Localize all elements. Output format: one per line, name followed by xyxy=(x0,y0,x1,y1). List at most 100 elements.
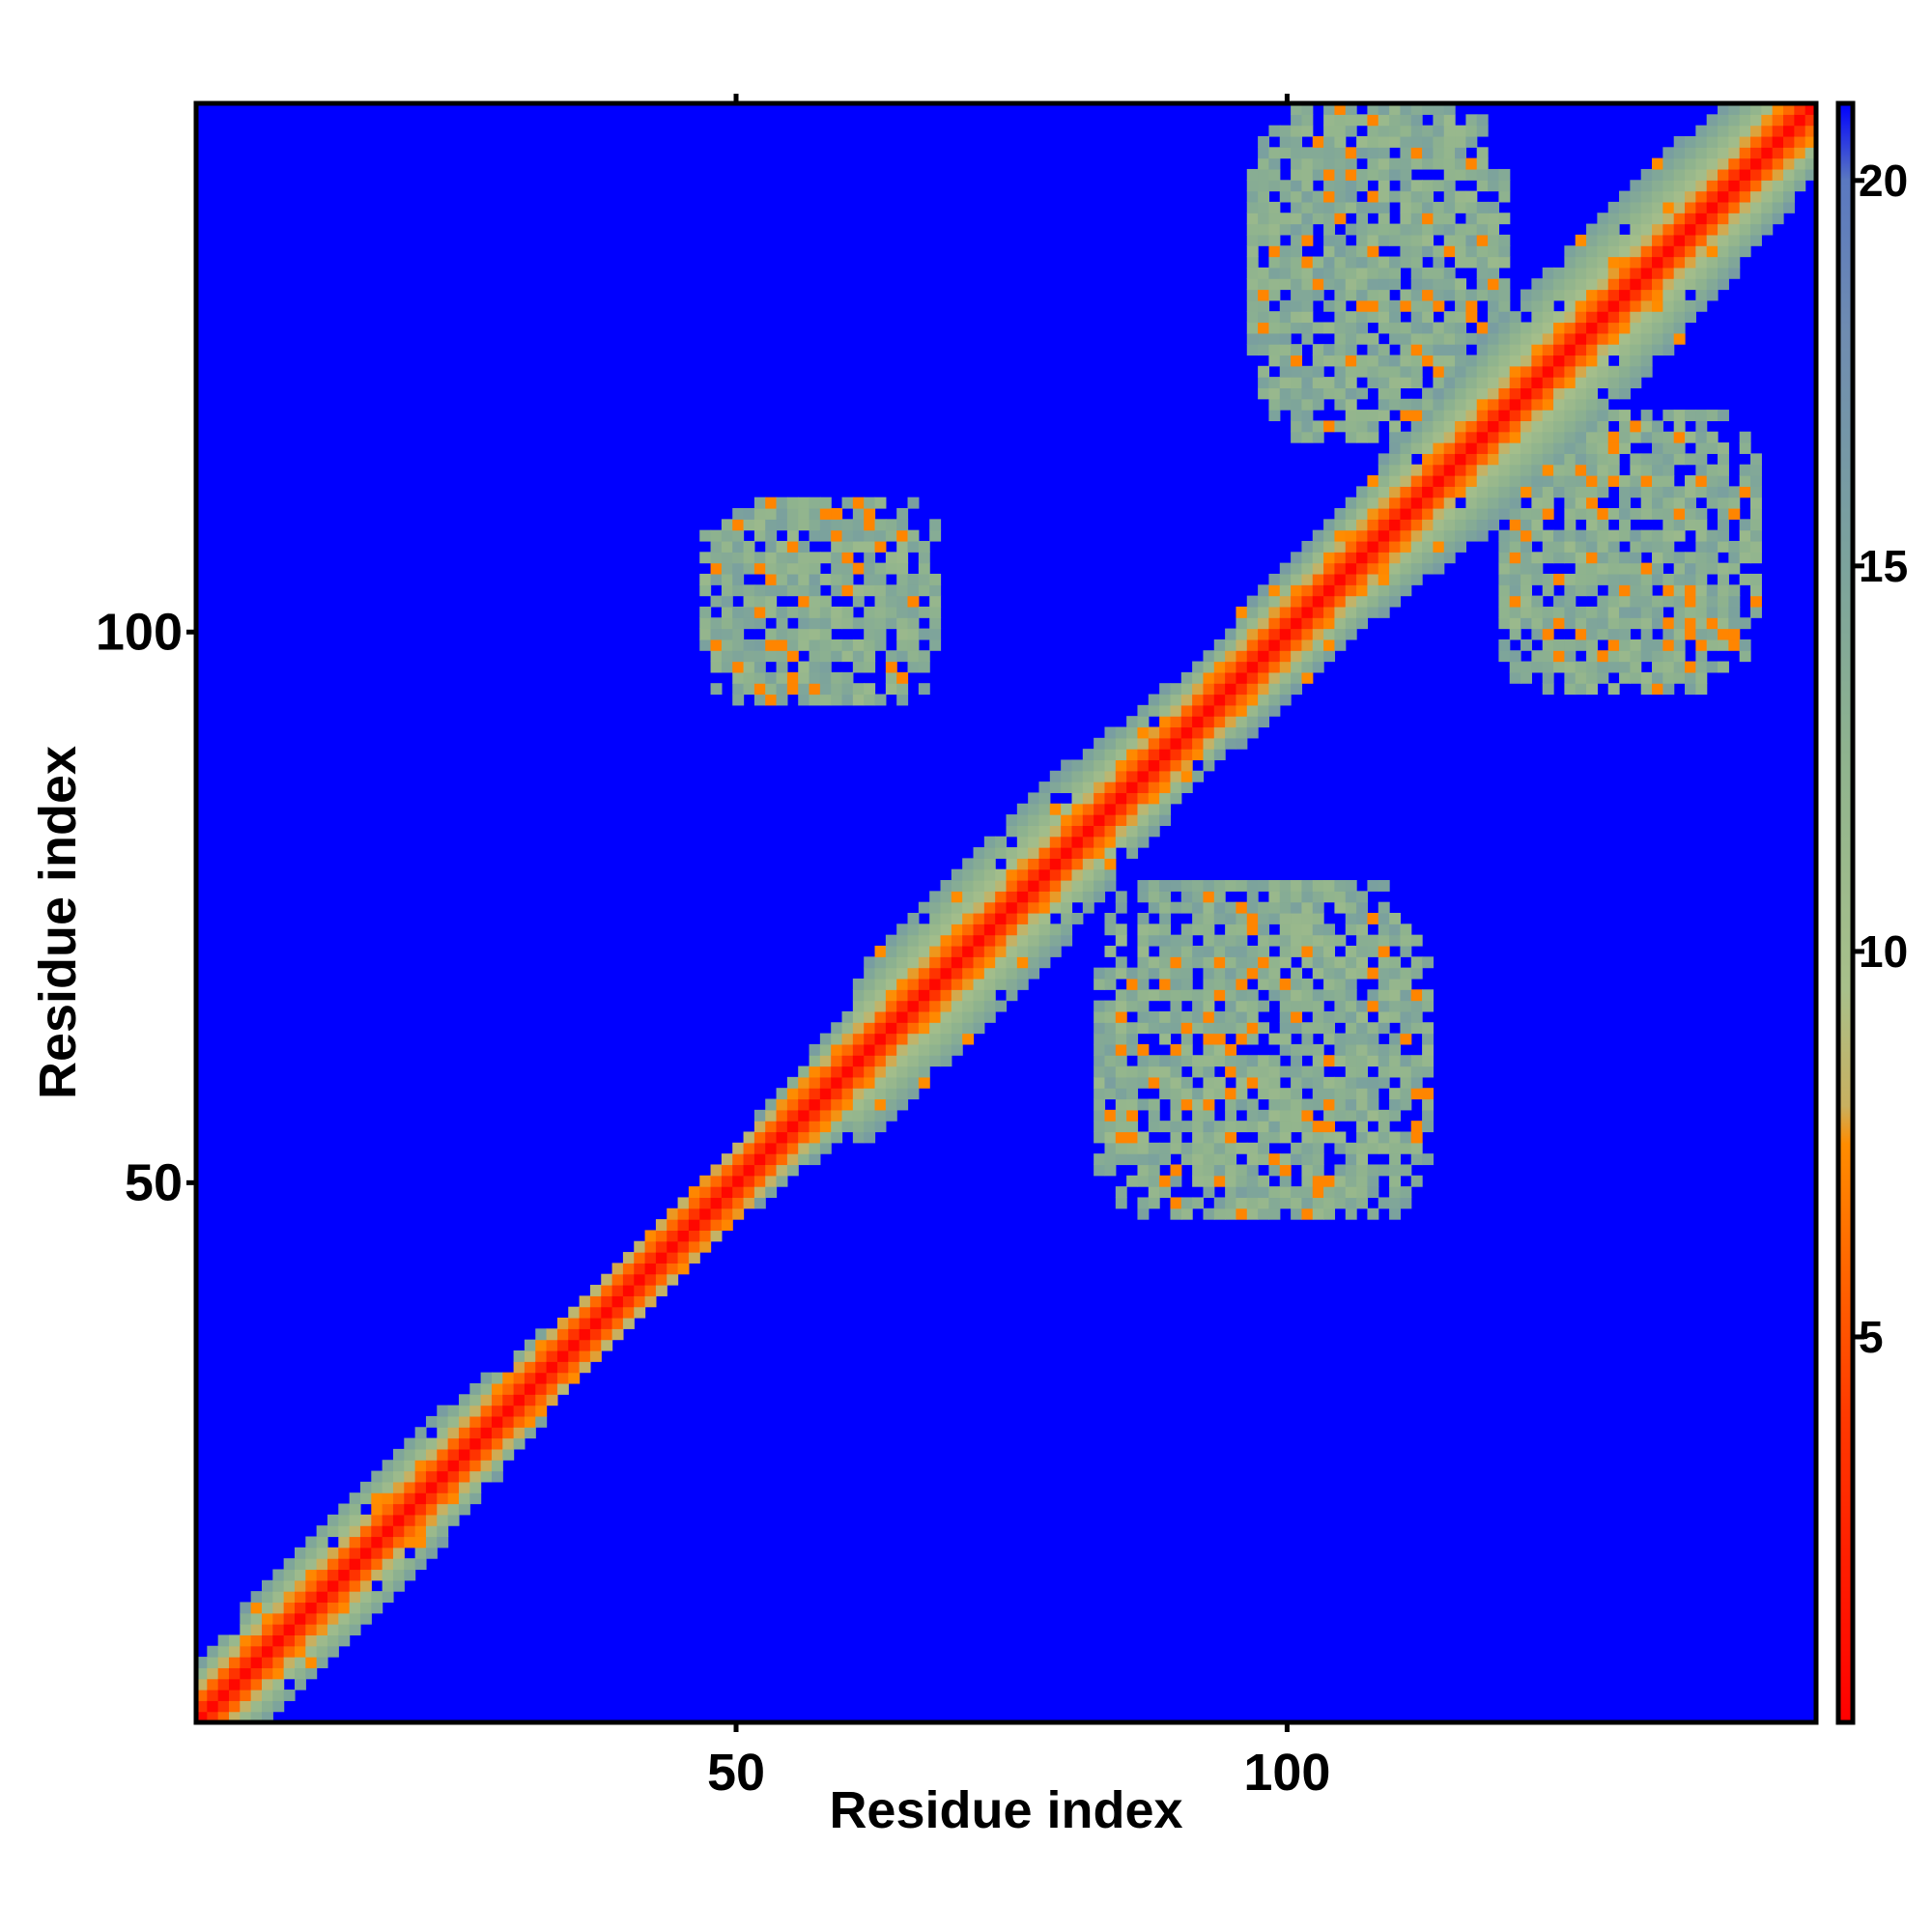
heatmap-cell xyxy=(1410,1175,1423,1187)
heatmap-cell xyxy=(918,1076,930,1089)
heatmap-cell xyxy=(1662,442,1675,454)
heatmap-cell xyxy=(1126,814,1139,826)
heatmap-cell xyxy=(1006,814,1018,826)
heatmap-cell xyxy=(786,1109,799,1122)
heatmap-cell xyxy=(1597,213,1609,225)
heatmap-cell xyxy=(732,519,745,531)
heatmap-cell xyxy=(786,1076,799,1089)
heatmap-cell xyxy=(1531,410,1544,421)
heatmap-cell xyxy=(929,956,942,969)
heatmap-cell xyxy=(1718,486,1729,498)
heatmap-cell xyxy=(1695,475,1708,487)
heatmap-cell xyxy=(1225,1088,1237,1100)
heatmap-cell xyxy=(1433,529,1445,542)
heatmap-cell xyxy=(1301,410,1314,421)
heatmap-cell xyxy=(1718,180,1729,192)
heatmap-cell xyxy=(1630,584,1642,597)
heatmap-cell xyxy=(699,1197,712,1209)
heatmap-cell xyxy=(1652,201,1663,213)
heatmap-cell xyxy=(579,1306,591,1319)
heatmap-cell xyxy=(1465,135,1478,148)
heatmap-cell xyxy=(272,1602,285,1614)
heatmap-cell xyxy=(907,1088,920,1100)
heatmap-cell xyxy=(1685,628,1696,640)
heatmap-cell xyxy=(1465,475,1478,487)
heatmap-cell xyxy=(1389,1164,1402,1177)
heatmap-cell xyxy=(1301,989,1314,1002)
heatmap-cell xyxy=(1291,1088,1303,1100)
heatmap-cell xyxy=(1509,486,1521,498)
heatmap-cell xyxy=(1607,245,1620,258)
heatmap-cell xyxy=(524,1394,536,1406)
heatmap-cell xyxy=(1203,989,1215,1002)
heatmap-cell xyxy=(874,540,887,553)
heatmap-cell xyxy=(1575,387,1587,400)
heatmap-cell xyxy=(1279,694,1292,706)
heatmap-cell xyxy=(721,1153,733,1166)
colorbar xyxy=(1835,100,1856,1725)
heatmap-cell xyxy=(1137,1043,1150,1056)
heatmap-cell xyxy=(1443,431,1456,443)
heatmap-cell xyxy=(1356,332,1369,345)
heatmap-cell xyxy=(1367,562,1379,575)
heatmap-cell xyxy=(1258,234,1270,246)
heatmap-cell xyxy=(1345,967,1357,980)
heatmap-cell xyxy=(1498,650,1511,663)
heatmap-cell xyxy=(1630,365,1642,378)
heatmap-cell xyxy=(1750,213,1762,225)
heatmap-cell xyxy=(1279,267,1292,279)
heatmap-cell xyxy=(1028,901,1040,914)
heatmap-cell xyxy=(1378,1000,1390,1012)
heatmap-cell xyxy=(1410,344,1423,356)
heatmap-cell xyxy=(1334,103,1347,115)
heatmap-cell xyxy=(1410,486,1423,498)
heatmap-cell xyxy=(1498,365,1511,378)
heatmap-cell xyxy=(283,1602,296,1614)
heatmap-cell xyxy=(1323,584,1336,597)
heatmap-cell xyxy=(699,628,712,640)
heatmap-cell xyxy=(1312,573,1324,585)
heatmap-cell xyxy=(1652,431,1663,443)
heatmap-cell xyxy=(1410,278,1423,291)
heatmap-cell xyxy=(1323,190,1336,203)
heatmap-cell xyxy=(1422,1098,1435,1111)
heatmap-cell xyxy=(1312,147,1324,159)
heatmap-cell xyxy=(732,540,745,553)
heatmap-cell xyxy=(392,1503,405,1516)
heatmap-cell xyxy=(316,1657,328,1668)
heatmap-cell xyxy=(1312,398,1324,411)
heatmap-cell xyxy=(1291,671,1303,684)
heatmap-cell xyxy=(1203,945,1215,957)
heatmap-cell xyxy=(819,1098,832,1111)
heatmap-cell xyxy=(864,617,876,630)
heatmap-cell xyxy=(1301,289,1314,301)
heatmap-cell xyxy=(1564,431,1577,443)
heatmap-cell xyxy=(1367,573,1379,585)
heatmap-cell xyxy=(1728,223,1741,236)
heatmap-cell xyxy=(1312,168,1324,181)
heatmap-cell xyxy=(1597,519,1609,531)
heatmap-cell xyxy=(1356,114,1369,127)
heatmap-cell xyxy=(885,671,897,684)
heatmap-cell xyxy=(240,1645,252,1658)
heatmap-cell xyxy=(283,1624,296,1635)
heatmap-cell xyxy=(995,934,1008,947)
heatmap-cell xyxy=(809,584,821,597)
heatmap-cell xyxy=(1213,913,1226,924)
heatmap-cell xyxy=(940,934,952,947)
heatmap-cell xyxy=(1258,716,1270,728)
heatmap-cell xyxy=(1597,552,1609,564)
heatmap-cell xyxy=(1323,322,1336,334)
heatmap-cell xyxy=(1291,1022,1303,1035)
heatmap-cell xyxy=(852,1000,865,1012)
heatmap-cell xyxy=(1783,103,1795,115)
heatmap-cell xyxy=(1586,519,1598,531)
heatmap-cell xyxy=(765,562,778,575)
heatmap-cell xyxy=(743,1142,755,1154)
heatmap-cell xyxy=(1433,332,1445,345)
heatmap-cell xyxy=(556,1372,569,1384)
heatmap-cell xyxy=(809,694,821,706)
heatmap-cell xyxy=(1279,1098,1292,1111)
heatmap-cell xyxy=(1662,147,1675,159)
heatmap-cell xyxy=(1345,398,1357,411)
